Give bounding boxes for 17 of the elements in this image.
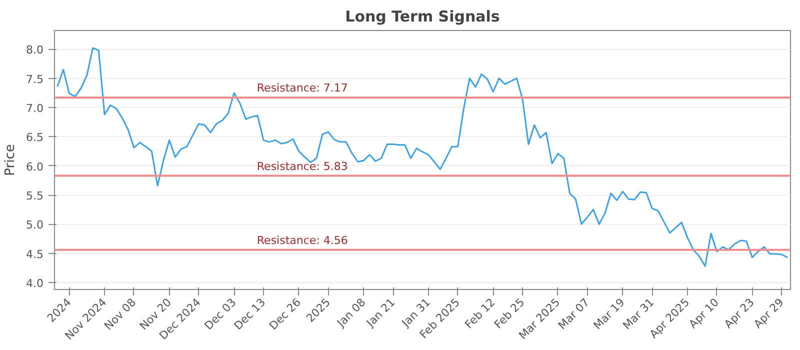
y-tick-label: 5.5	[26, 190, 44, 202]
y-tick-label: 7.5	[26, 72, 44, 86]
chart-title: Long Term Signals	[345, 8, 500, 26]
y-axis-title: Price	[3, 144, 18, 176]
x-tick-label: Jan 08	[334, 296, 368, 330]
x-tick-label: Dec 26	[266, 296, 304, 333]
ref-line-label: Resistance: 5.83	[256, 160, 348, 173]
y-tick-label: 8.0	[26, 44, 44, 57]
y-tick-label: 4.5	[26, 248, 44, 261]
ref-line-label: Resistance: 7.17	[256, 82, 348, 95]
y-tick-label: 7.0	[26, 102, 44, 115]
y-tick-label: 4.0	[26, 277, 44, 290]
y-tick-label: 5.0	[26, 218, 44, 232]
line-series	[56, 47, 788, 267]
ref-line-label: Resistance: 4.56	[256, 234, 348, 247]
y-tick-label: 6.5	[26, 131, 44, 144]
y-tick-label: 6.0	[26, 160, 44, 174]
